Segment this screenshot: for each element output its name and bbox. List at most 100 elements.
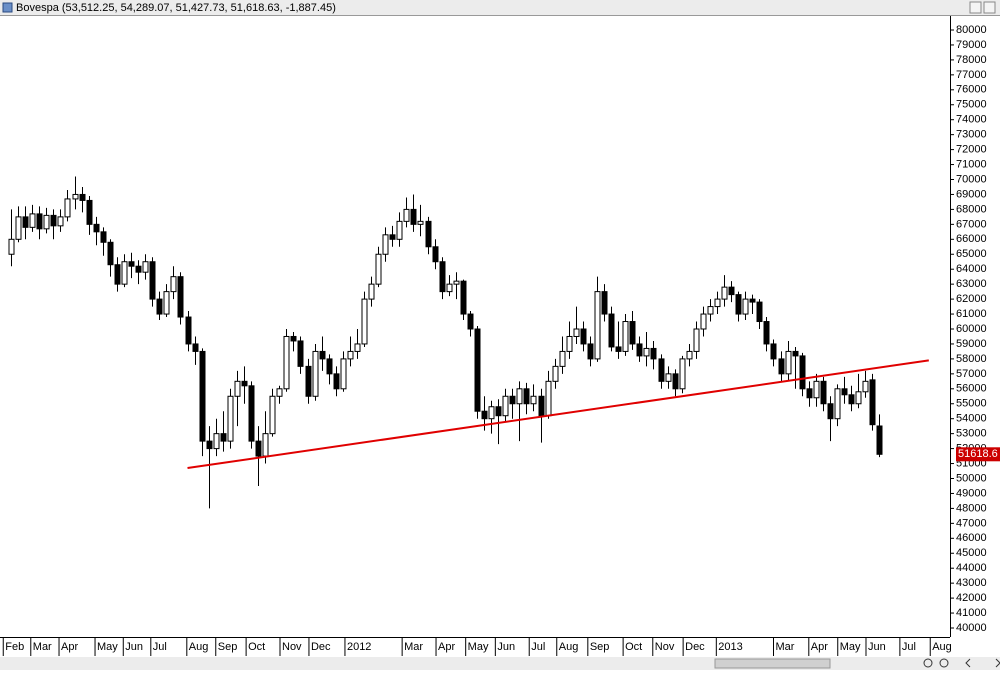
candle-body (432, 246, 439, 263)
candle-body (8, 238, 15, 255)
candle-body (340, 358, 347, 390)
candle-body (707, 306, 714, 315)
candle-body (192, 343, 199, 352)
candle-body (389, 234, 396, 240)
candle-body (763, 321, 770, 345)
candle-body (545, 380, 552, 417)
close-button[interactable] (983, 1, 996, 14)
candle-body (93, 223, 100, 233)
y-tick-label: 73000 (956, 129, 987, 141)
candle-body (446, 283, 453, 293)
scroll-thumb[interactable] (714, 658, 831, 669)
y-tick-label: 40000 (956, 622, 987, 634)
candle-body (643, 347, 650, 357)
y-tick-label: 75000 (956, 99, 987, 111)
candle-body (170, 276, 177, 293)
scroll-right-button[interactable] (995, 658, 1000, 668)
candle-body (368, 283, 375, 300)
candle-body (728, 286, 735, 296)
candle-body (149, 261, 156, 300)
candle-body (114, 264, 121, 285)
candle-body (552, 365, 559, 382)
x-tick-label: Nov (282, 641, 302, 653)
candle-body (615, 346, 622, 352)
y-tick-label: 71000 (956, 158, 987, 170)
candle-body (135, 265, 142, 273)
x-tick-label: Dec (311, 641, 331, 653)
candle-body (347, 350, 354, 360)
candle-body (566, 335, 573, 352)
candle-body (756, 301, 763, 323)
candle-body (770, 343, 777, 360)
x-tick-label: Mar (404, 641, 423, 653)
scroll-bar[interactable] (0, 657, 1000, 670)
candle-body (672, 373, 679, 390)
y-tick-label: 80000 (956, 24, 987, 36)
candle-body (15, 216, 22, 240)
candle-body (601, 291, 608, 315)
y-tick-label: 72000 (956, 144, 987, 156)
restore-button[interactable] (969, 1, 982, 14)
x-tick-label: Jun (125, 641, 143, 653)
candle-body (834, 388, 841, 420)
y-tick-label: 76000 (956, 84, 987, 96)
candle-body (855, 391, 862, 405)
candle-body (530, 395, 537, 405)
candle-body (283, 335, 290, 390)
candle-body (177, 276, 184, 318)
y-tick-label: 49000 (956, 487, 987, 499)
x-tick-label: Jun (497, 641, 515, 653)
candle-body (206, 440, 213, 450)
candle-body (79, 193, 86, 201)
candle-body (509, 395, 516, 405)
scroll-left-button[interactable] (965, 658, 971, 668)
x-tick-label: Jul (531, 641, 545, 653)
candle-body (848, 394, 855, 405)
candle-body (629, 321, 636, 345)
candle-body (495, 406, 502, 417)
candle-body (255, 440, 262, 457)
x-tick-label: Apr (811, 641, 828, 653)
candle-body (721, 286, 728, 300)
candle-body (820, 380, 827, 405)
candle-body (735, 294, 742, 315)
zoom-out-button[interactable] (923, 658, 933, 668)
y-tick-label: 45000 (956, 547, 987, 559)
candle-body (382, 234, 389, 255)
candle-body (227, 395, 234, 442)
candle-body (185, 316, 192, 345)
candle-body (57, 216, 64, 227)
y-tick-label: 44000 (956, 562, 987, 574)
candle-body (199, 350, 206, 442)
candle-body (121, 261, 128, 285)
y-tick-label: 59000 (956, 338, 987, 350)
x-tick-label: Jul (153, 641, 167, 653)
candle-body (297, 340, 304, 367)
candle-body (290, 335, 297, 342)
candle-body (156, 298, 163, 315)
x-tick-label: Mar (33, 641, 52, 653)
candle-body (248, 385, 255, 442)
x-tick-label: Apr (438, 641, 455, 653)
x-tick-label: Oct (248, 641, 265, 653)
candle-body (587, 343, 594, 360)
y-tick-label: 64000 (956, 263, 987, 275)
x-tick-label: Sep (590, 641, 610, 653)
y-tick-label: 50000 (956, 472, 987, 484)
candle-body (36, 213, 43, 230)
candle-body (714, 298, 721, 308)
candle-body (128, 261, 135, 267)
candle-body (305, 365, 312, 397)
x-tick-label: May (468, 641, 489, 653)
candle-body (276, 388, 283, 397)
candle-body (319, 350, 326, 360)
title-bar (0, 0, 1000, 15)
y-tick-label: 79000 (956, 39, 987, 51)
candle-body (785, 350, 792, 375)
y-tick-label: 48000 (956, 502, 987, 514)
candle-body (410, 208, 417, 225)
zoom-in-button[interactable] (939, 658, 949, 668)
x-tick-label: Apr (61, 641, 78, 653)
y-tick-label: 67000 (956, 218, 987, 230)
